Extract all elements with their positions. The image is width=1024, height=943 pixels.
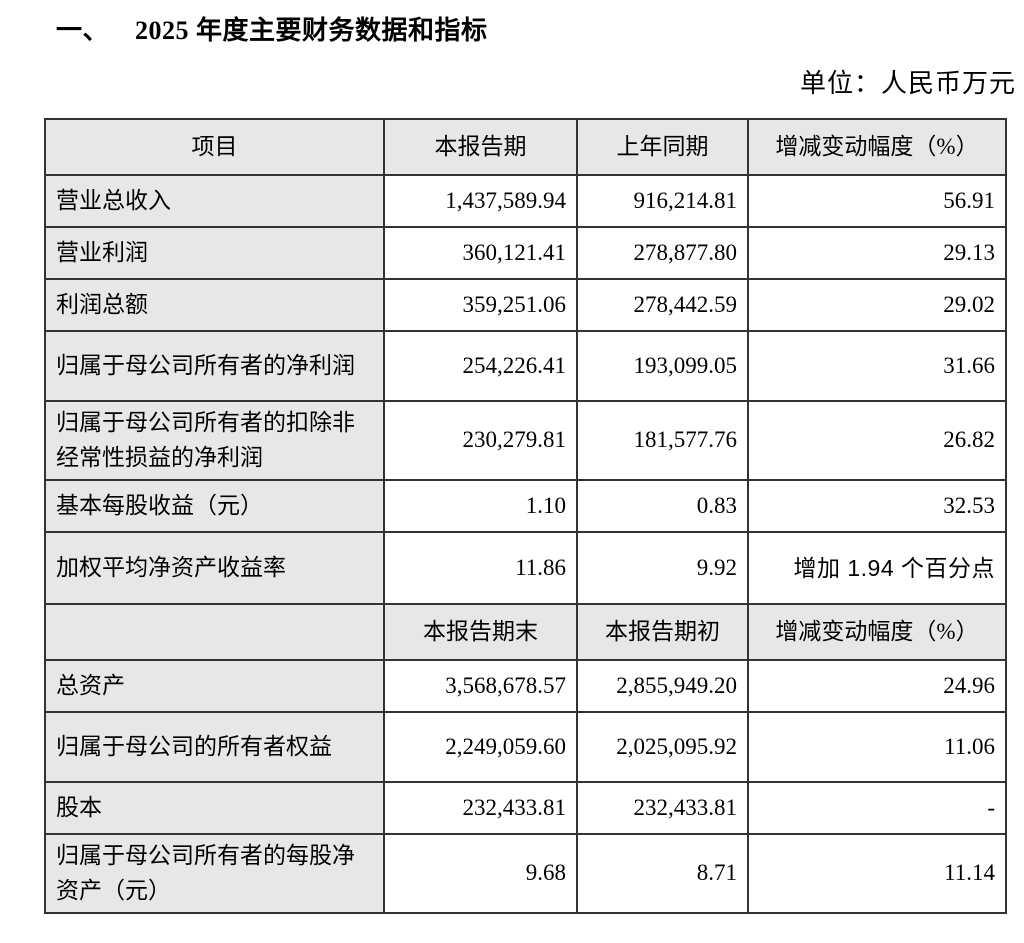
header-item-empty [44,603,385,661]
section-title-text: 2025 年度主要财务数据和指标 [135,16,488,45]
cell-change-value: 11.06 [747,711,1007,783]
cell-change-value: 29.02 [747,278,1007,332]
cell-prior-value: 2,025,095.92 [576,711,749,783]
table-row: 股本 232,433.81 232,433.81 - [44,781,1007,835]
cell-item-label: 营业总收入 [44,174,385,228]
table-header-row-balance: 本报告期末 本报告期初 增减变动幅度（%） [44,603,1007,661]
cell-current-value: 254,226.41 [383,330,578,402]
cell-change-value: 26.82 [747,400,1007,481]
cell-item-label: 归属于母公司所有者的每股净资产（元） [44,833,385,914]
cell-change-value: 29.13 [747,226,1007,280]
cell-current-value: 230,279.81 [383,400,578,481]
cell-prior-value: 181,577.76 [576,400,749,481]
section-title: 一、 2025 年度主要财务数据和指标 [0,0,1024,47]
cell-current-value: 2,249,059.60 [383,711,578,783]
cell-change-value: 24.96 [747,659,1007,713]
cell-change-value: - [747,781,1007,835]
cell-change-value: 56.91 [747,174,1007,228]
cell-current-value: 1.10 [383,479,578,533]
cell-item-label: 总资产 [44,659,385,713]
cell-current-value: 359,251.06 [383,278,578,332]
cell-current-value: 3,568,678.57 [383,659,578,713]
header-change-pct: 增减变动幅度（%） [747,603,1007,661]
header-period-start: 本报告期初 [576,603,749,661]
cell-prior-value: 8.71 [576,833,749,914]
table-row: 归属于母公司的所有者权益 2,249,059.60 2,025,095.92 1… [44,711,1007,783]
cell-item-label: 归属于母公司所有者的净利润 [44,330,385,402]
cell-current-value: 360,121.41 [383,226,578,280]
cell-item-label: 归属于母公司的所有者权益 [44,711,385,783]
header-current-period: 本报告期 [383,118,578,176]
cell-prior-value: 278,877.80 [576,226,749,280]
cell-prior-value: 9.92 [576,531,749,605]
table-header-row-period: 项目 本报告期 上年同期 增减变动幅度（%） [44,118,1007,176]
cell-change-value: 增加 1.94 个百分点 [747,531,1007,605]
cell-change-value: 11.14 [747,833,1007,914]
table-row: 营业利润 360,121.41 278,877.80 29.13 [44,226,1007,280]
cell-prior-value: 916,214.81 [576,174,749,228]
cell-item-label: 股本 [44,781,385,835]
table-row: 利润总额 359,251.06 278,442.59 29.02 [44,278,1007,332]
cell-current-value: 1,437,589.94 [383,174,578,228]
table-row: 总资产 3,568,678.57 2,855,949.20 24.96 [44,659,1007,713]
cell-item-label: 营业利润 [44,226,385,280]
cell-prior-value: 193,099.05 [576,330,749,402]
header-period-end: 本报告期末 [383,603,578,661]
cell-prior-value: 2,855,949.20 [576,659,749,713]
table-row: 营业总收入 1,437,589.94 916,214.81 56.91 [44,174,1007,228]
cell-change-value: 31.66 [747,330,1007,402]
cell-prior-value: 232,433.81 [576,781,749,835]
table-row: 归属于母公司所有者的净利润 254,226.41 193,099.05 31.6… [44,330,1007,402]
cell-prior-value: 0.83 [576,479,749,533]
cell-item-label: 加权平均净资产收益率 [44,531,385,605]
unit-note: 单位：人民币万元 [799,69,1016,98]
cell-prior-value: 278,442.59 [576,278,749,332]
table-row: 基本每股收益（元） 1.10 0.83 32.53 [44,479,1007,533]
financial-table: 项目 本报告期 上年同期 增减变动幅度（%） 营业总收入 1,437,589.9… [44,118,1007,914]
header-prior-period: 上年同期 [576,118,749,176]
cell-item-label: 归属于母公司所有者的扣除非经常性损益的净利润 [44,400,385,481]
table-row: 加权平均净资产收益率 11.86 9.92 增加 1.94 个百分点 [44,531,1007,605]
cell-current-value: 11.86 [383,531,578,605]
cell-current-value: 9.68 [383,833,578,914]
cell-current-value: 232,433.81 [383,781,578,835]
header-change-pct: 增减变动幅度（%） [747,118,1007,176]
cell-item-label: 利润总额 [44,278,385,332]
cell-change-value: 32.53 [747,479,1007,533]
cell-item-label: 基本每股收益（元） [44,479,385,533]
table-row: 归属于母公司所有者的每股净资产（元） 9.68 8.71 11.14 [44,833,1007,914]
section-number: 一、 [56,16,110,45]
header-item: 项目 [44,118,385,176]
table-row: 归属于母公司所有者的扣除非经常性损益的净利润 230,279.81 181,57… [44,400,1007,481]
